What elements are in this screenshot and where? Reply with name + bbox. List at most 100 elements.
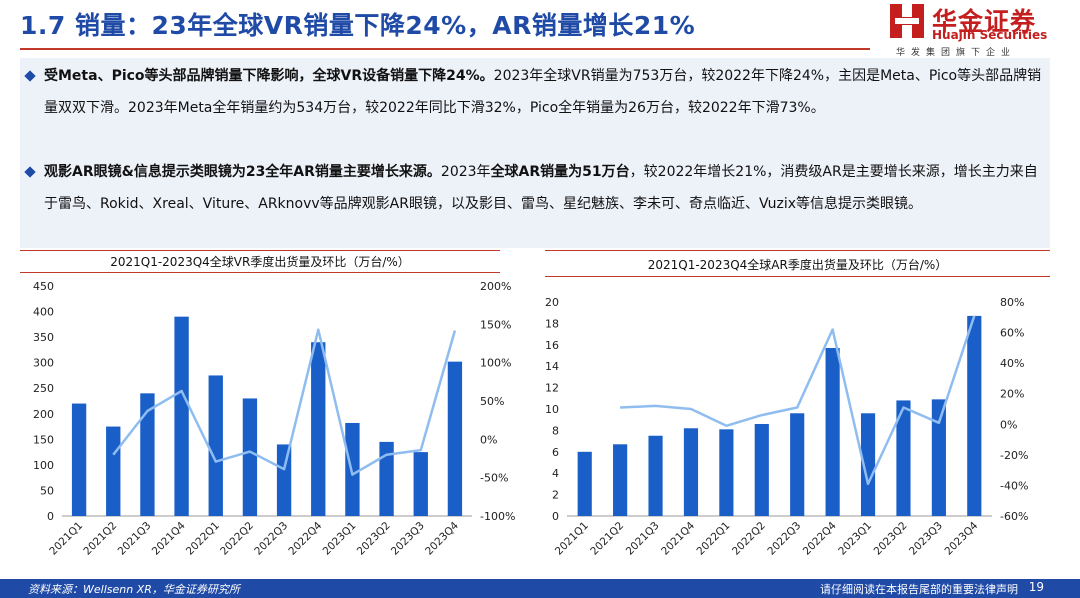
ar-y-tick-left: 16 [545,339,559,352]
vr-y-tick-left: 150 [33,433,54,446]
vr-x-tick-label: 2022Q1 [184,520,222,558]
ar-bar [719,429,734,516]
vr-x-tick-label: 2023Q3 [389,520,427,558]
vr-y-tick-right: 200% [480,280,511,293]
vr-y-tick-left: 400 [33,306,54,319]
ar-x-tick-label: 2022Q3 [765,520,803,558]
vr-x-tick-label: 2022Q4 [286,519,324,557]
diamond-bullet-icon [24,166,36,178]
ar-y-tick-left: 12 [545,382,559,395]
ar-bar [613,444,628,516]
ar-bar [825,348,840,516]
vr-y-tick-right: -100% [480,510,515,523]
diamond-bullet-icon [24,70,36,82]
vr-x-tick-label: 2022Q3 [252,520,290,558]
bullet-panel: 受Meta、Pico等头部品牌销量下降影响，全球VR设备销量下降24%。2023… [20,58,1050,248]
bullet-ar: 观影AR眼镜&信息提示类眼镜为23全年AR销量主要增长来源。2023年全球AR销… [24,156,1044,220]
logo-en-text: Huajin Securities [932,28,1048,42]
ar-bar [577,451,592,516]
vr-bar [447,361,463,516]
vr-bar [208,375,223,516]
ar-x-tick-label: 2021Q3 [624,520,662,558]
logo-cn-text: 华金证券 [932,7,1037,36]
ar-y-tick-left: 2 [552,489,559,502]
vr-x-tick-label: 2021Q2 [81,520,119,558]
vr-bar [242,398,258,516]
bullet-ar-text-b: ，较2022年增长21%，消费级AR是主要增长来源，增长主力来自于雷鸟、Roki… [44,164,1038,212]
title-underline [20,48,870,50]
header: 1.7 销量：23年全球VR销量下降24%，AR销量增长21% 华金证券 Hua… [0,0,1080,58]
ar-y-tick-left: 18 [545,317,559,330]
ar-x-tick-label: 2021Q1 [553,520,591,558]
ar-y-tick-left: 6 [552,446,559,459]
vr-y-tick-left: 200 [33,408,54,421]
vr-x-tick-label: 2023Q4 [423,519,461,557]
ar-y-tick-right: 80% [1000,296,1024,309]
ar-bar [896,400,911,516]
ar-y-tick-left: 20 [545,296,559,309]
vr-bar [276,444,292,516]
vr-line-series [112,328,457,476]
vr-y-tick-left: 100 [33,459,54,472]
vr-x-tick-label: 2021Q1 [47,520,85,558]
bullet-vr-lead: 受Meta、Pico等头部品牌销量下降影响，全球VR设备销量下降24%。 [44,68,494,84]
vr-x-tick-label: 2022Q2 [218,520,256,558]
ar-bar [790,413,805,516]
chart-ar-title: 2021Q1-2023Q4全球AR季度出货量及环比（万台/%） [647,258,948,272]
ar-y-tick-right: -40% [1000,479,1028,492]
ar-bar [683,428,699,516]
ar-y-tick-right: 60% [1000,327,1024,340]
vr-bar [379,441,394,516]
ar-y-tick-right: -20% [1000,449,1028,462]
ar-y-tick-left: 0 [552,510,559,523]
huajin-logo-icon [890,4,924,38]
vr-y-tick-right: 100% [480,357,511,370]
company-logo: 华金证券 Huajin Securities 华发集团旗下企业 [890,4,1070,58]
chart-ar: 0 2 4 6 8 10 12 14 16 18 20 -60% -40% -20% 0% 20% 40% 60%… [545,296,1028,558]
vr-y-tick-left: 250 [33,382,54,395]
ar-y-tick-right: 40% [1000,357,1024,370]
page-title: 1.7 销量：23年全球VR销量下降24%，AR销量增长21% [20,11,696,40]
ar-x-tick-label: 2022Q1 [695,520,733,558]
disclaimer-note: 请仔细阅读在本报告尾部的重要法律声明 [820,583,1018,596]
vr-x-tick-label: 2021Q3 [116,520,154,558]
ar-x-tick-label: 2023Q3 [907,520,945,558]
vr-y-tick-left: 300 [33,357,54,370]
ar-bar [648,435,663,516]
page-number: 19 [1028,580,1044,594]
ar-bar [931,399,946,516]
ar-y-tick-right: 0% [1000,418,1017,431]
ar-y-tick-left: 14 [545,360,559,373]
bullet-vr-text: 2023年全球VR销量为753万台，较2022年下降24%，主因是Meta、Pi… [44,68,1042,116]
bullet-ar-bold: 全球AR销量为51万台 [490,164,630,180]
vr-y-tick-left: 50 [40,484,54,497]
footer: 资料来源：Wellsenn XR，华金证券研究所 请仔细阅读在本报告尾部的重要法… [0,579,1080,598]
ar-bar [860,413,876,516]
vr-y-tick-left: 450 [33,280,54,293]
bullet-vr: 受Meta、Pico等头部品牌销量下降影响，全球VR设备销量下降24%。2023… [24,60,1044,124]
logo-subtitle: 华发集团旗下企业 [896,48,1017,58]
vr-y-tick-right: 150% [480,318,511,331]
vr-x-tick-label: 2021Q4 [150,519,188,557]
chart-vr-title: 2021Q1-2023Q4全球VR季度出货量及环比（万台/%） [110,255,410,269]
vr-bar [71,403,87,516]
vr-bar [413,452,428,516]
vr-x-tick-label: 2023Q1 [321,520,359,558]
vr-y-tick-right: -50% [480,472,508,485]
ar-y-tick-left: 4 [552,467,559,480]
ar-y-tick-right: 20% [1000,388,1024,401]
bullet-ar-text-a: 2023年 [440,164,491,180]
vr-y-tick-left: 350 [33,331,54,344]
vr-y-tick-right: 50% [480,395,504,408]
vr-bar [311,342,326,516]
vr-y-tick-left: 0 [47,510,54,523]
chart-vr-title-rule [20,272,500,273]
ar-bar [754,423,769,516]
ar-bar [967,315,982,516]
ar-x-tick-label: 2022Q2 [730,520,768,558]
vr-bar [106,426,121,516]
bullet-ar-lead: 观影AR眼镜&信息提示类眼镜为23全年AR销量主要增长来源。 [44,164,441,180]
chart-ar-top-rule [545,250,1050,251]
chart-vr-top-rule [20,250,500,251]
vr-x-tick-label: 2023Q2 [355,520,393,558]
